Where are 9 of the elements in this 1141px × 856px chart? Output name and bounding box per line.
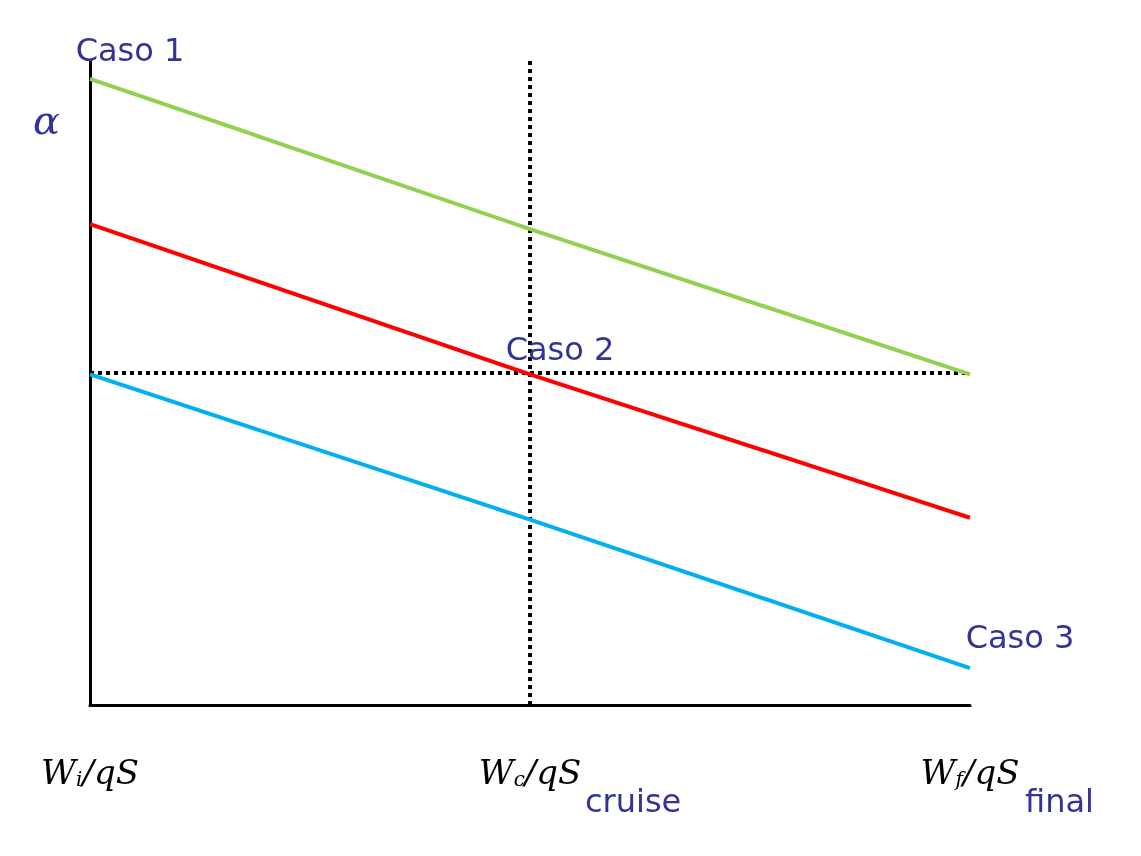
text: final — [1025, 782, 1094, 820]
series-label: Caso 1 — [75, 30, 185, 69]
x-tick-label: Wc/qS — [478, 752, 582, 792]
series-label: Caso 2 — [505, 330, 615, 369]
x-tick-label: Wf/qS — [920, 752, 1020, 792]
y-axis-title: α — [32, 97, 60, 143]
text: cruise — [585, 782, 682, 820]
series-label: Caso 3 — [965, 618, 1075, 657]
x-tick-label: Wi/qS — [41, 752, 139, 792]
